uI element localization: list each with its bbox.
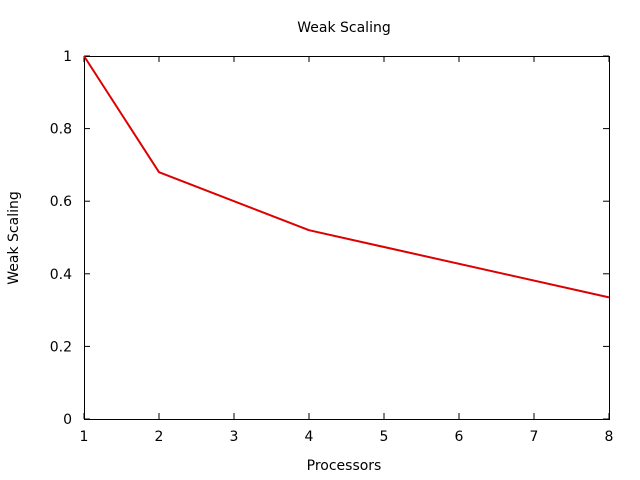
series-line: [83, 55, 610, 299]
x-tick-label: 6: [455, 429, 464, 445]
y-axis-label: Weak Scaling: [6, 191, 22, 284]
x-tick-label: 2: [155, 429, 164, 445]
y-tick-label: 0.8: [50, 122, 72, 138]
y-tick-label: 0.2: [50, 339, 72, 355]
plot-frame: [84, 56, 610, 420]
x-tick-label: 1: [80, 429, 89, 445]
y-tick-label: 0: [63, 412, 72, 428]
y-tick-label: 0.6: [50, 194, 72, 210]
x-tick-label: 4: [305, 429, 314, 445]
x-tick-label: 3: [230, 429, 239, 445]
x-axis-label: Processors: [307, 458, 382, 474]
x-tick-label: 7: [530, 429, 539, 445]
y-tick-label: 1: [63, 49, 72, 65]
y-axis: 0 0.2 0.4 0.6 0.8 1: [50, 49, 609, 428]
x-tick-label: 5: [380, 429, 389, 445]
x-tick-label: 8: [605, 429, 614, 445]
y-tick-label: 0.4: [50, 267, 72, 283]
x-axis: 1 2 3 4 5 6 7 8: [80, 56, 614, 445]
series-layer: [83, 55, 610, 299]
chart-title: Weak Scaling: [297, 20, 390, 36]
